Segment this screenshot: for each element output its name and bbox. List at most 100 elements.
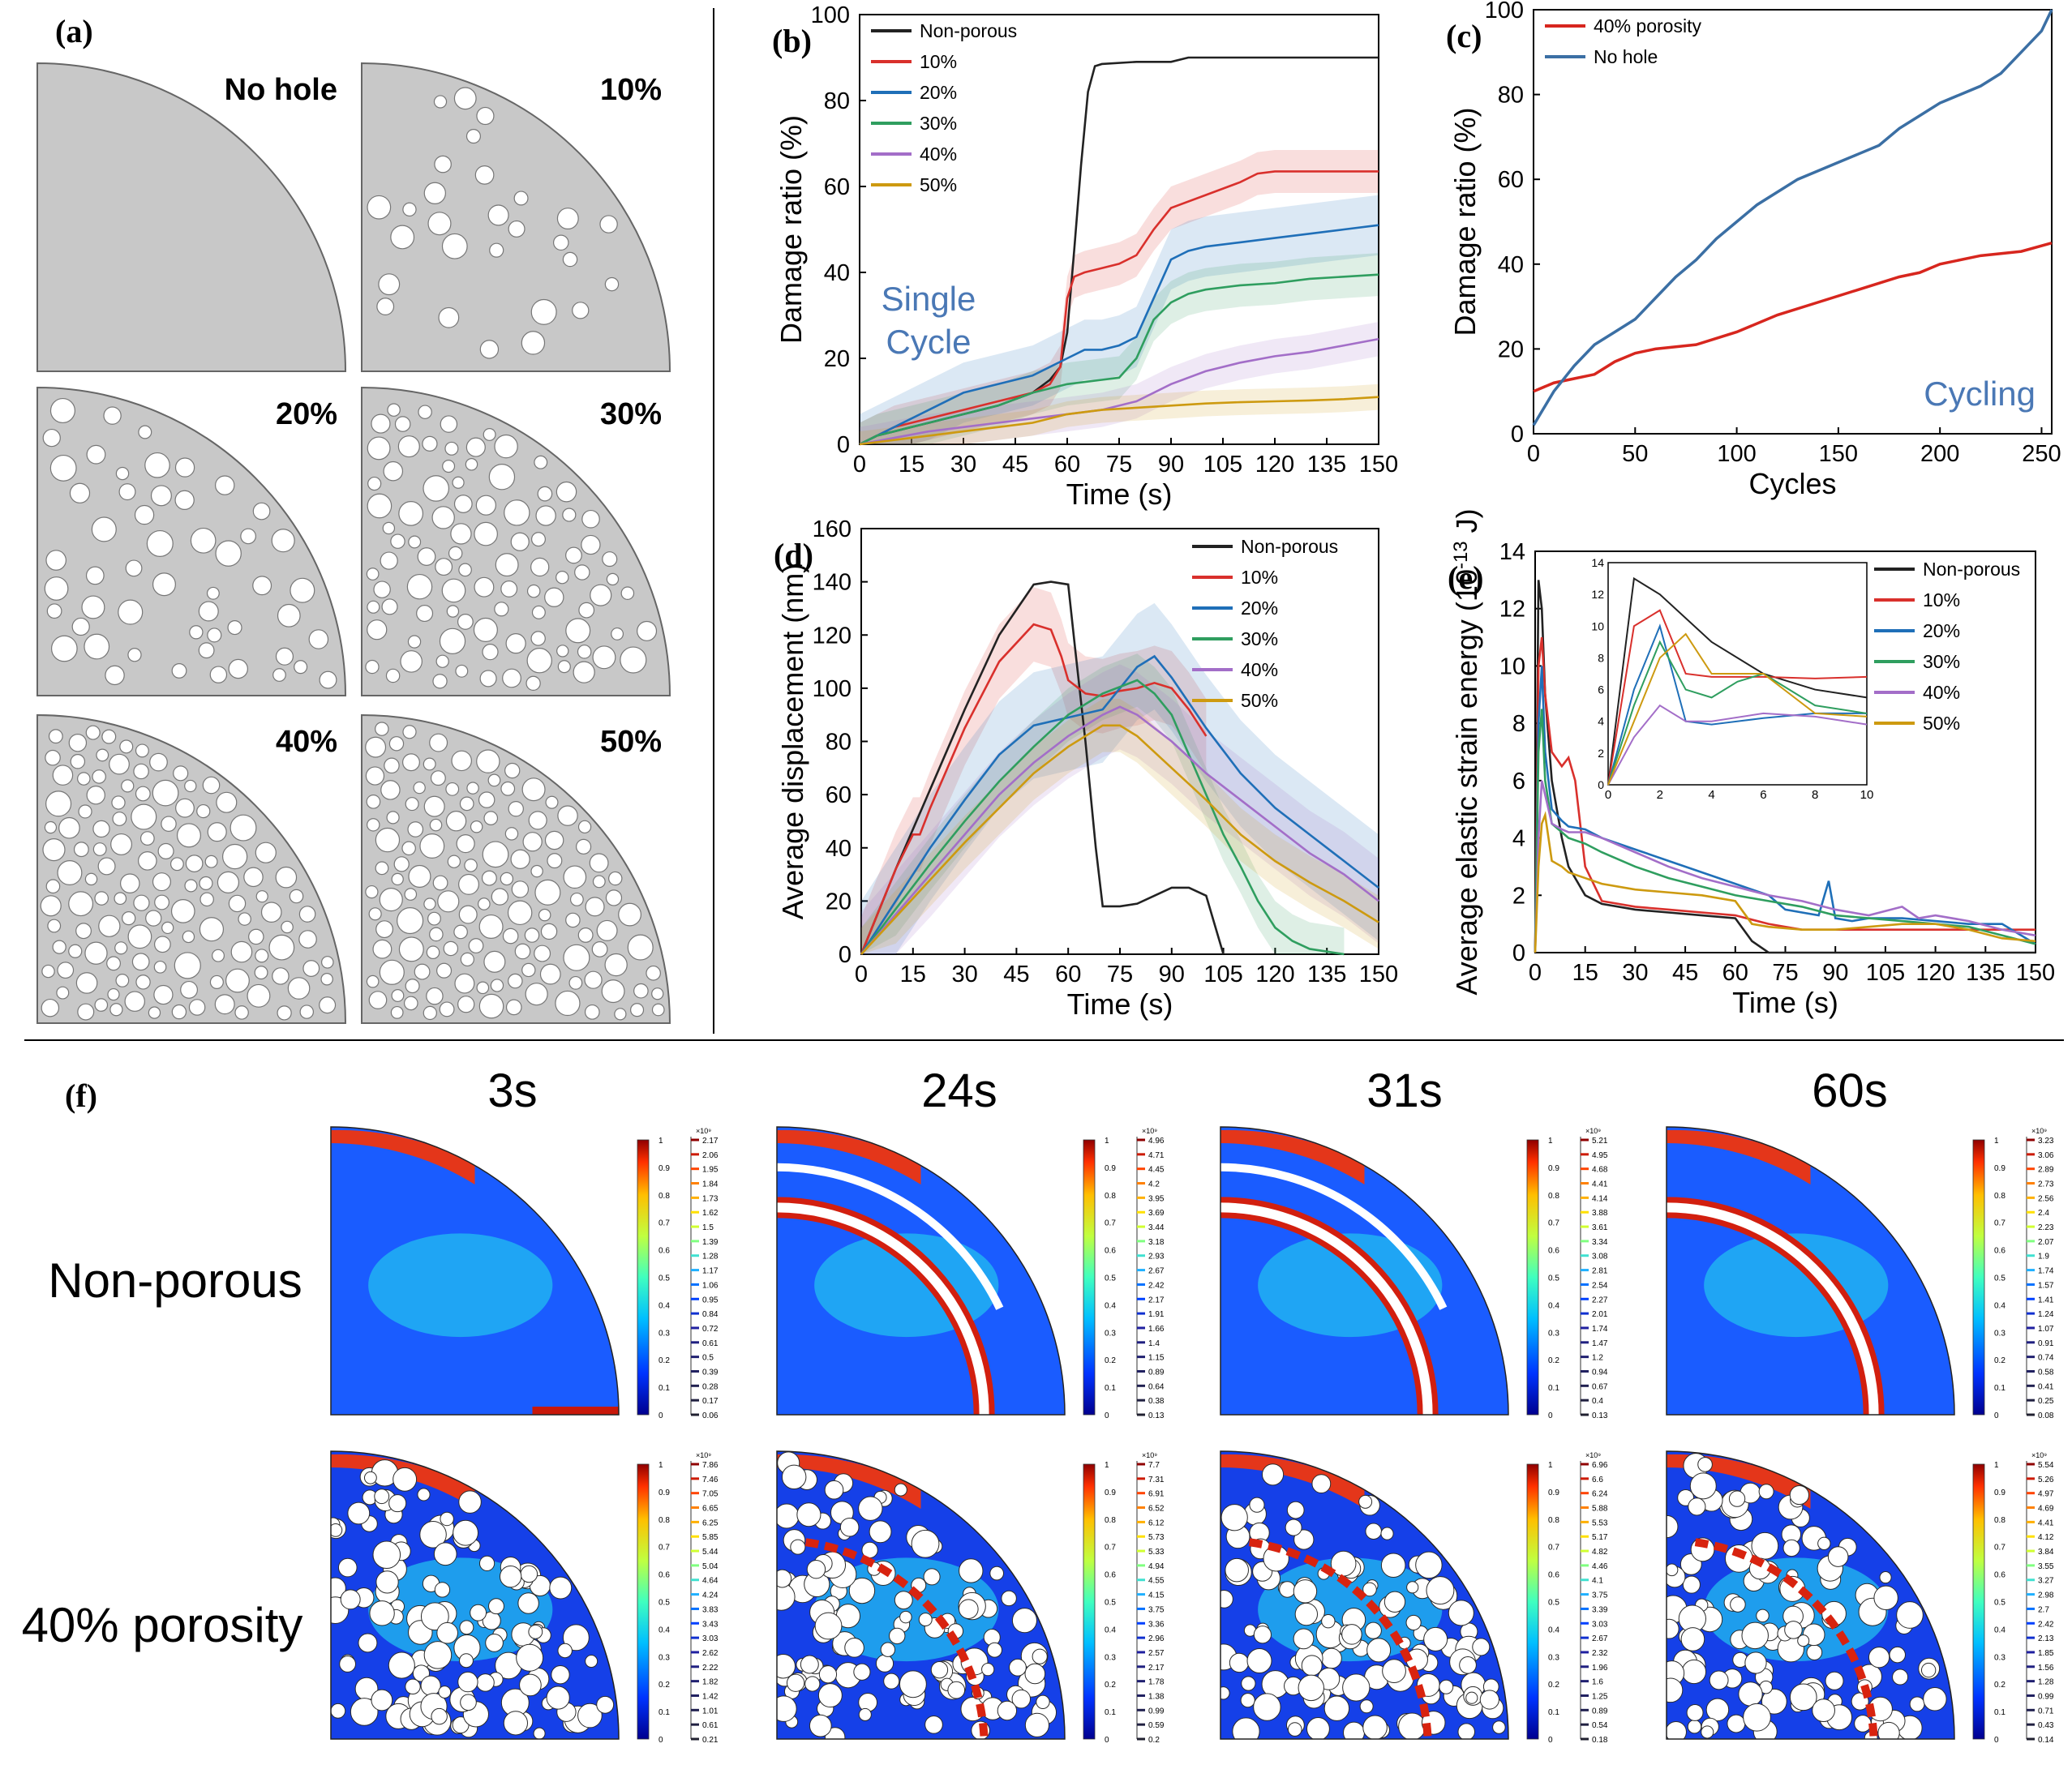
colorbar-tick-label: 0: [1548, 1411, 1553, 1420]
pore-hole: [547, 853, 563, 869]
y-tick-label: 40: [824, 260, 850, 286]
pore-hole: [1701, 1725, 1714, 1739]
pore-hole: [432, 674, 448, 689]
pore-hole: [458, 905, 478, 924]
pore-hole: [435, 558, 453, 576]
uncertainty-band-10: [860, 149, 1379, 444]
contour-scale-label: 2.81: [1592, 1267, 1608, 1276]
pore-hole: [1301, 1655, 1323, 1677]
pore-hole: [138, 425, 152, 439]
pore-hole: [68, 891, 94, 917]
colorbar-tick-label: 0: [658, 1411, 663, 1420]
pore-hole: [930, 1661, 949, 1679]
pore-hole: [1479, 1690, 1499, 1710]
pore-hole: [215, 475, 235, 495]
pore-hole: [777, 1569, 792, 1588]
colorbar-tick-label: 0: [1994, 1411, 1999, 1420]
pore-hole: [923, 1568, 941, 1586]
pore-hole: [1827, 1546, 1849, 1567]
uncertainty-band-10: [861, 587, 1207, 954]
contour-scale-unit: ×10⁹: [696, 1451, 711, 1459]
chart-b-damage-ratio-single-cycle: (b) 0 15 30 45 60 75 90 105 120 135 150 0 20 40 60 80 100…: [772, 2, 1398, 511]
pore-hole: [521, 331, 546, 355]
pore-hole: [777, 1654, 796, 1679]
pore-hole: [530, 532, 546, 547]
pore-hole: [1459, 1656, 1477, 1674]
x-tick-label: 150: [1359, 452, 1398, 478]
pore-hole: [381, 598, 398, 615]
pore-hole: [84, 633, 110, 660]
pore-hole: [376, 298, 395, 316]
contour-scale-label: 6.65: [702, 1505, 719, 1514]
contour-scale-label: 4.96: [1148, 1137, 1165, 1146]
pore-hole: [367, 493, 393, 519]
pore-hole: [499, 1565, 522, 1588]
y-axis-title: Average displacement (nm): [776, 563, 809, 920]
row-label-40-porosity: 40% porosity: [22, 1598, 303, 1652]
pore-hole: [127, 924, 152, 949]
chart-e-elastic-strain-energy: (e)0 15 30 45 60 75 90 105 120 135 15002468101214T…: [1448, 508, 2055, 1019]
legend-entry-10: 10%: [920, 51, 957, 72]
contour-scale-label: 4.69: [2038, 1505, 2054, 1514]
pore-hole: [398, 936, 424, 962]
pore-hole: [468, 938, 484, 953]
pore-hole: [277, 1005, 292, 1021]
contour-scale-label: 7.46: [702, 1476, 719, 1484]
contour-scale-label: 0.54: [1592, 1721, 1608, 1730]
pore-hole: [578, 602, 595, 619]
pore-hole: [516, 1643, 544, 1672]
colorbar-tick-label: 0.8: [1105, 1192, 1116, 1201]
pore-hole: [57, 859, 83, 885]
pore-hole: [405, 979, 420, 994]
snapshot-non-porous-3s: 1 0.9 0.8 0.7 0.6 0.5 0.4 0.3 0.2 0.1 0 ×10⁹ 2.17 2.0…: [330, 1126, 719, 1420]
pore-hole: [47, 919, 62, 933]
pore-hole: [1220, 1589, 1233, 1609]
pore-hole: [1366, 1638, 1392, 1663]
pore-hole: [581, 509, 600, 529]
pore-hole: [73, 842, 89, 858]
pore-hole: [526, 648, 552, 674]
x-axis-title: Time (s): [1067, 987, 1173, 1021]
pore-hole: [894, 1483, 907, 1497]
colorbar-tick-label: 0.8: [658, 1516, 670, 1525]
pore-hole: [530, 298, 557, 325]
series-line-20: [859, 224, 1379, 446]
colorbar-tick-label: 0.1: [658, 1708, 670, 1717]
x-tick-label: 120: [1255, 962, 1294, 987]
tile-label: 50%: [600, 725, 662, 759]
x-tick-label: 90: [1822, 960, 1848, 986]
pore-hole: [98, 915, 121, 937]
colorbar-tick-label: 0.6: [658, 1571, 670, 1580]
pore-hole: [524, 927, 540, 943]
pore-hole: [133, 763, 149, 780]
damage-rim: [777, 1129, 921, 1184]
colorbar-tick-label: 0.3: [1548, 1653, 1559, 1662]
pore-hole: [298, 906, 316, 923]
annotation-cycle: Cycle: [886, 323, 971, 361]
colorbar-tick-label: 0.8: [658, 1192, 670, 1201]
pore-hole: [45, 749, 61, 766]
colorbar-tick-label: 0: [1105, 1736, 1109, 1745]
contour-scale-label: 5.54: [2038, 1461, 2054, 1470]
pore-hole: [209, 975, 224, 989]
colorbar-tick-label: 0: [1548, 1736, 1553, 1745]
pore-hole: [1362, 1582, 1377, 1597]
contour-scale-label: 1.9: [2038, 1253, 2049, 1262]
x-tick-label: 105: [1866, 960, 1905, 986]
pore-hole: [508, 800, 524, 817]
pore-hole: [388, 1494, 407, 1513]
crack-gap: [777, 1202, 989, 1415]
legend-entry-50: 50%: [1923, 713, 1960, 734]
pore-hole: [592, 645, 616, 670]
pore-hole: [337, 1557, 358, 1578]
pore-hole: [1405, 1614, 1422, 1630]
series-line-no-hole: [1532, 9, 2053, 426]
pore-hole: [393, 856, 410, 872]
colorbar-tick-label: 0.2: [658, 1356, 670, 1365]
colorbar-tick-label: 0.2: [1105, 1356, 1116, 1365]
contour-scale-label: 3.27: [2038, 1577, 2054, 1586]
inset-x-tick-label: 4: [1708, 788, 1714, 802]
pore-hole: [367, 600, 380, 614]
contour-scale-label: 2.57: [1148, 1649, 1165, 1658]
contour-scale-label: 2.22: [702, 1664, 719, 1673]
